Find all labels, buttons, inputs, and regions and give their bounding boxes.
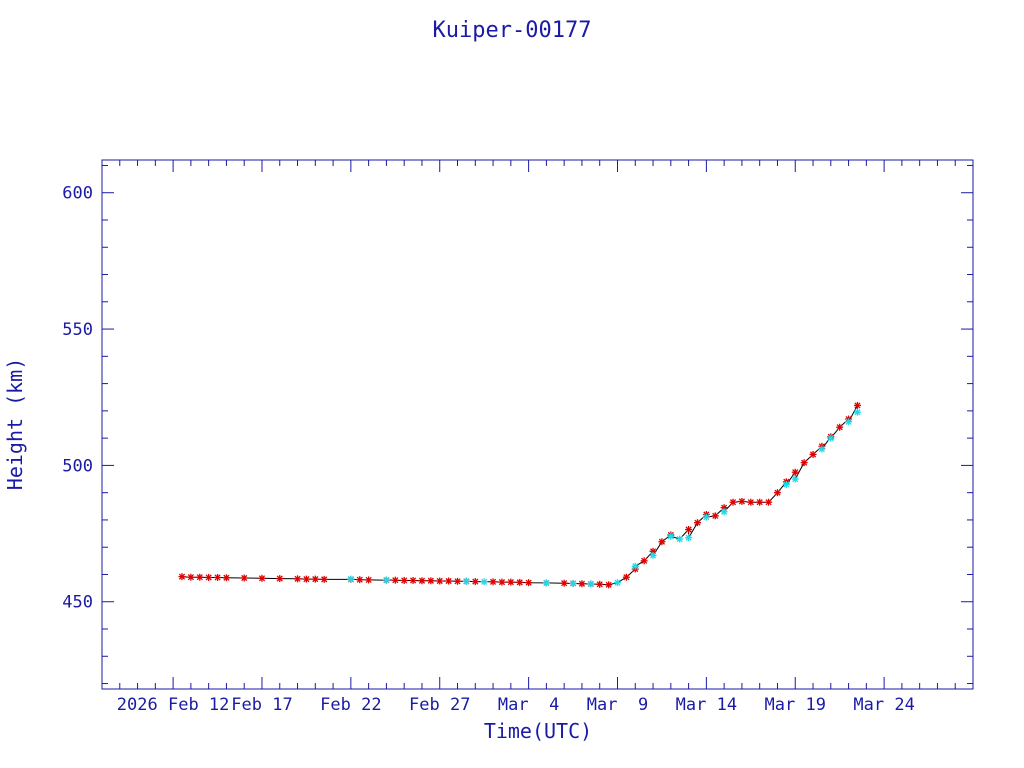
data-point-red [454,577,462,585]
data-point-red [489,578,497,586]
data-point-red [187,573,195,581]
x-tick-label: Feb 27 [409,695,470,715]
data-point-red [809,450,817,458]
data-point-red [445,577,453,585]
x-tick-label: Feb 22 [320,695,381,715]
data-point-red [222,574,230,582]
data-point-red [320,575,328,583]
data-point-red [853,401,861,409]
x-axis-label: Time(UTC) [484,719,592,743]
data-point-cyan [587,580,595,588]
data-point-red [196,573,204,581]
data-point-cyan [720,508,728,516]
data-point-cyan [480,578,488,586]
data-point-red [391,576,399,584]
data-point-red [214,573,222,581]
data-point-cyan [782,480,790,488]
data-point-cyan [613,579,621,587]
data-point-red [205,573,213,581]
data-point-red [178,573,186,581]
data-point-red [400,576,408,584]
chart-title: Kuiper-00177 [433,18,592,43]
data-point-red [418,577,426,585]
data-point-cyan [631,562,639,570]
data-point-red [498,578,506,586]
data-point-cyan [845,418,853,426]
data-point-red [658,538,666,546]
data-point-red [507,578,515,586]
tick-labels: 450 500 550 600 2026 Feb 12 Feb 17 Feb 22 Feb 2… [62,184,915,715]
data-point-red [836,423,844,431]
x-tick-label: Mar 4 [498,695,559,715]
plot-frame [101,159,974,690]
data-point-red [791,468,799,476]
data-point-cyan [667,532,675,540]
trend-line [181,405,858,586]
data-point-red [560,579,568,587]
data-point-cyan [827,434,835,442]
data-point-red [738,497,746,505]
data-point-cyan [853,408,861,416]
data-point-cyan [818,445,826,453]
x-tick-label: Mar 24 [853,695,914,715]
y-tick-label: 550 [62,320,93,340]
data-point-red [596,580,604,588]
x-tick-label: Mar 19 [765,695,826,715]
data-point-red [436,577,444,585]
data-point-red [276,575,284,583]
data-point-red [729,498,737,506]
data-point-red [240,574,248,582]
data-point-red [302,575,310,583]
data-point-red [756,498,764,506]
data-point-red [471,578,479,586]
data-point-cyan [462,577,470,585]
data-point-red [356,576,364,584]
x-tick-label: Mar 9 [587,695,648,715]
data-point-red [427,577,435,585]
data-point-cyan [676,535,684,543]
y-axis-label: Height (km) [3,358,27,490]
data-point-red [516,578,524,586]
data-point-red [693,519,701,527]
y-tick-label: 500 [62,456,93,476]
data-point-red [773,489,781,497]
data-point-cyan [569,579,577,587]
data-point-red [640,557,648,565]
data-point-cyan [685,534,693,542]
y-tick-label: 450 [62,593,93,613]
data-point-cyan [347,575,355,583]
data-point-red [294,575,302,583]
data-point-red [765,498,773,506]
x-tick-label: Feb 17 [231,695,292,715]
y-tick-label: 600 [62,184,93,204]
data-point-cyan [791,475,799,483]
data-point-red [365,576,373,584]
data-point-red [409,576,417,584]
x-tick-label: 2026 Feb 12 [117,695,230,715]
data-point-red [747,498,755,506]
data-point-red [258,574,266,582]
data-point-red [622,573,630,581]
data-point-red [605,581,613,589]
data-point-red [685,525,693,533]
data-point-red [311,575,319,583]
data-point-cyan [382,576,390,584]
data-points [178,401,861,589]
data-point-cyan [702,513,710,521]
data-point-cyan [649,551,657,559]
x-tick-label: Mar 14 [676,695,737,715]
data-point-red [711,512,719,520]
data-point-red [525,579,533,587]
axis-ticks [101,160,974,689]
data-point-cyan [542,579,550,587]
data-point-red [800,459,808,467]
data-point-red [578,580,586,588]
